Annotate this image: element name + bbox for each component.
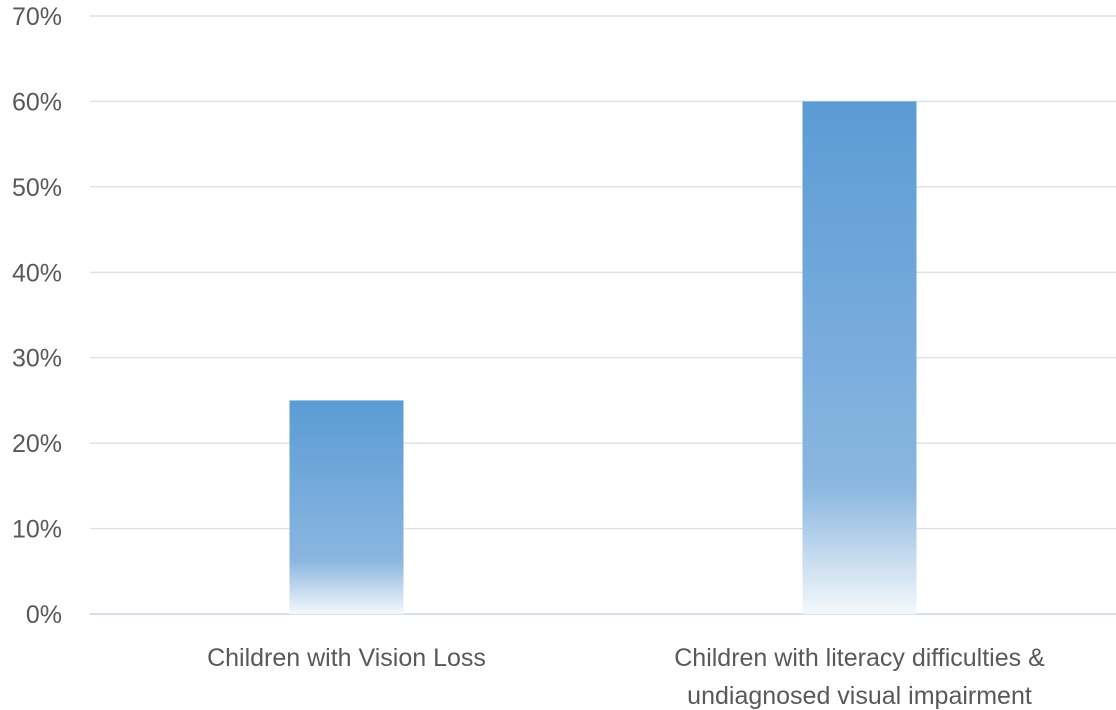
- bar-0: [289, 400, 404, 614]
- y-tick-label-10: 10%: [12, 516, 62, 544]
- y-tick-label-50: 50%: [12, 174, 62, 202]
- x-category-label-0-line-0: Children with Vision Loss: [207, 644, 486, 672]
- x-axis-category-labels: Children with Vision Loss Children with l…: [207, 644, 1045, 710]
- y-tick-label-40: 40%: [12, 259, 62, 287]
- x-category-label-1: Children with literacy difficulties & und…: [674, 644, 1045, 710]
- x-category-label-1-line-0: Children with literacy difficulties &: [674, 644, 1045, 672]
- y-tick-label-70: 70%: [12, 3, 62, 31]
- x-category-label-1-line-1: undiagnosed visual impairment: [687, 682, 1032, 710]
- y-tick-label-30: 30%: [12, 345, 62, 373]
- y-tick-label-0: 0%: [26, 601, 62, 629]
- bars: [289, 101, 917, 614]
- gridlines: [90, 15, 1116, 615]
- y-tick-label-60: 60%: [12, 88, 62, 116]
- y-axis-tick-labels: 0% 10% 20% 30% 40% 50% 60% 70%: [12, 3, 62, 629]
- y-tick-label-20: 20%: [12, 430, 62, 458]
- bar-1: [802, 101, 917, 614]
- x-category-label-0: Children with Vision Loss: [207, 644, 486, 672]
